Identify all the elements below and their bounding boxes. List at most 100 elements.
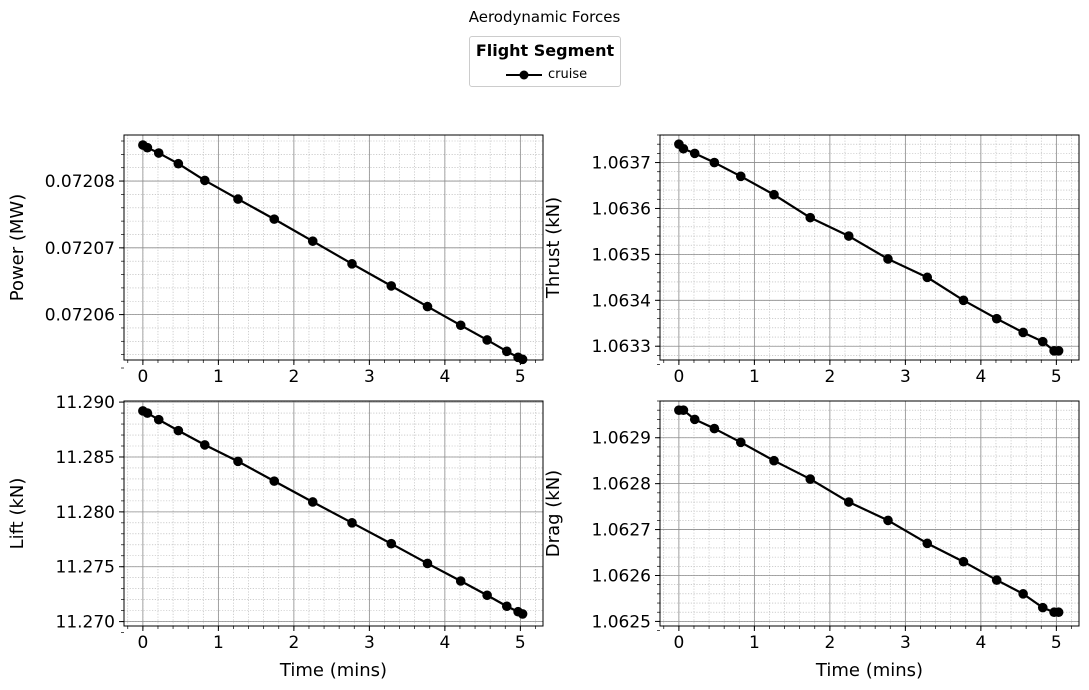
major-grid — [124, 401, 543, 626]
data-point — [142, 408, 153, 418]
x-tick-label: 4 — [439, 633, 450, 653]
data-point — [173, 158, 184, 169]
major-grid — [124, 135, 543, 360]
y-tick-label: 1.0627 — [592, 521, 651, 541]
data-point — [709, 157, 720, 168]
x-tick-label: 0 — [673, 367, 684, 387]
y-tick-label: 1.0635 — [592, 245, 651, 265]
data-point — [422, 558, 433, 569]
series-line — [678, 143, 1059, 352]
tick-group: 0 1 2 3 4 5 1.0625 1.0626 1.0627 1.0628 1.0629 — [592, 400, 1072, 653]
data-point — [455, 320, 466, 331]
data-point — [991, 313, 1002, 324]
x-tick-label: 1 — [213, 633, 224, 653]
y-axis-label: Lift (kN) — [7, 478, 28, 550]
data-point — [735, 171, 746, 182]
thrust-subplot: 0 1 2 3 4 5 1.0633 1.0634 1.0635 1.0636 1.0637 Thru… — [543, 134, 1080, 387]
x-axis-label: Time (mins) — [815, 660, 923, 681]
x-tick-label: 1 — [749, 367, 760, 387]
data-point — [991, 575, 1002, 585]
data-point — [769, 189, 779, 200]
minor-grid — [660, 401, 1079, 626]
data-point — [1037, 336, 1048, 347]
data-point — [805, 474, 816, 484]
y-axis-label: Drag (kN) — [543, 470, 564, 557]
major-grid — [660, 401, 1079, 626]
axes-frame — [659, 134, 1080, 361]
data-point — [709, 423, 720, 434]
data-point — [1053, 607, 1064, 618]
y-tick-label: 1.0625 — [592, 612, 651, 632]
minor-grid — [660, 135, 1079, 360]
x-tick-label: 2 — [288, 633, 299, 653]
series-line — [678, 409, 1059, 614]
x-tick-label: 4 — [439, 367, 450, 387]
legend-label: cruise — [548, 67, 588, 82]
y-tick-label: 1.0637 — [592, 154, 651, 174]
x-tick-label: 0 — [673, 633, 684, 653]
x-tick-label: 3 — [900, 367, 911, 387]
y-tick-label: 1.0626 — [592, 566, 651, 586]
y-tick-label: 11.275 — [56, 558, 115, 578]
data-point — [233, 456, 243, 467]
y-axis-label: Power (MW) — [7, 194, 28, 302]
series-cruise — [674, 405, 1064, 618]
x-tick-label: 5 — [1051, 633, 1062, 653]
data-point — [482, 590, 492, 601]
x-tick-label: 0 — [137, 367, 148, 387]
x-tick-label: 4 — [975, 367, 986, 387]
data-point — [482, 335, 492, 345]
figure-title: Aerodynamic Forces — [468, 8, 621, 26]
series-cruise — [674, 139, 1064, 356]
y-tick-label: 1.0628 — [592, 475, 651, 495]
x-tick-label: 4 — [975, 633, 986, 653]
data-point — [922, 538, 933, 549]
tick-group: 0 1 2 3 4 5 1.0633 1.0634 1.0635 1.0636 1.0637 — [592, 134, 1072, 387]
tick-group: 0 1 2 3 4 5 0.07206 0.07207 0.07208 — [45, 140, 536, 387]
y-tick-label: 1.0634 — [592, 291, 651, 311]
data-point — [689, 148, 700, 159]
data-point — [689, 414, 700, 425]
tick-group: 0 1 2 3 4 5 11.270 11.275 11.280 11.285 11.290 — [56, 393, 536, 653]
data-point — [769, 455, 779, 466]
data-point — [199, 440, 210, 450]
data-point — [843, 497, 854, 507]
data-point — [233, 194, 243, 204]
lift-subplot: 0 1 2 3 4 5 11.270 11.275 11.280 11.285 11.290 Lift… — [7, 393, 544, 681]
data-point — [678, 405, 689, 415]
data-point — [517, 354, 528, 365]
y-tick-label: 0.07207 — [45, 239, 115, 259]
axes-frame — [123, 400, 544, 627]
data-point — [843, 231, 854, 241]
data-point — [422, 301, 433, 312]
power-subplot: 0 1 2 3 4 5 0.07206 0.07207 0.07208 Power (MW) — [7, 134, 544, 387]
y-tick-label: 1.0636 — [592, 199, 651, 219]
y-tick-label: 11.270 — [56, 613, 115, 633]
data-point — [386, 538, 397, 549]
y-tick-label: 11.285 — [56, 448, 115, 468]
x-tick-label: 2 — [824, 633, 835, 653]
data-point — [455, 576, 466, 586]
data-point — [269, 476, 280, 486]
data-point — [958, 295, 969, 306]
data-point — [269, 214, 280, 224]
y-tick-label: 11.290 — [56, 393, 115, 413]
data-point — [173, 425, 184, 436]
data-point — [386, 281, 397, 291]
y-tick-label: 1.0633 — [592, 337, 651, 357]
x-tick-label: 5 — [515, 633, 526, 653]
data-point — [153, 148, 164, 158]
x-tick-label: 3 — [364, 633, 375, 653]
legend: Flight Segment cruise — [469, 36, 621, 87]
data-point — [307, 236, 318, 246]
data-point — [883, 254, 893, 264]
legend-line-marker — [506, 70, 542, 80]
x-tick-label: 2 — [824, 367, 835, 387]
data-point — [922, 272, 933, 283]
series-cruise — [138, 140, 528, 365]
data-point — [1018, 589, 1028, 599]
data-point — [958, 556, 969, 567]
y-axis-label: Thrust (kN) — [543, 197, 564, 299]
data-point — [1018, 327, 1028, 338]
